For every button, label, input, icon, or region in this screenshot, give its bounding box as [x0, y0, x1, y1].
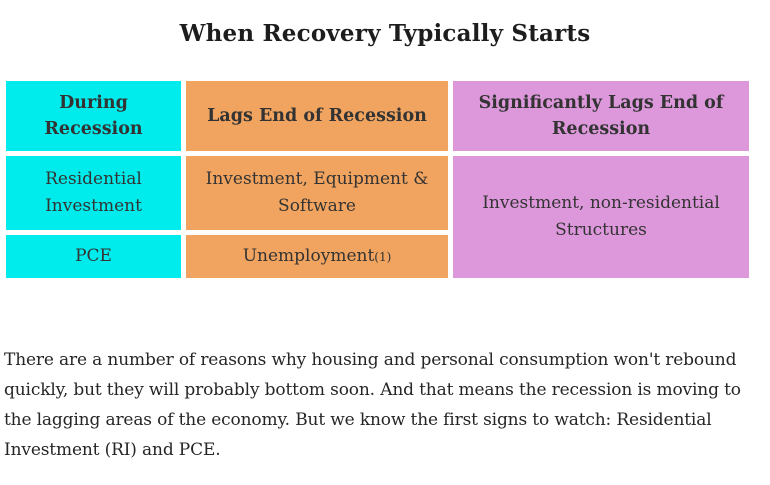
- unemployment-label: Unemployment: [242, 245, 375, 266]
- recovery-timing-table: During Recession Lags End of Recession S…: [1, 76, 754, 283]
- page-title: When Recovery Typically Starts: [179, 20, 591, 47]
- cell-investment-equipment-software: Investment, Equipment & Software: [186, 156, 448, 230]
- cell-pce: PCE: [6, 235, 181, 278]
- table-header-row: During Recession Lags End of Recession S…: [6, 81, 749, 151]
- footnote-marker-1: (1): [374, 249, 392, 264]
- cell-residential-investment: Residential Investment: [6, 156, 181, 230]
- cell-investment-nonresidential-structures: Investment, non-residential Structures: [453, 156, 749, 278]
- cell-unemployment: Unemployment(1): [186, 235, 448, 278]
- header-cell-lags-end-of-recession: Lags End of Recession: [186, 81, 448, 151]
- table-row: Residential Investment Investment, Equip…: [6, 156, 749, 278]
- table-row: PCE Unemployment(1): [6, 235, 749, 278]
- header-cell-during-recession: During Recession: [6, 81, 181, 151]
- header-cell-significantly-lags: Significantly Lags End of Recession: [453, 81, 749, 151]
- commentary-paragraph: There are a number of reasons why housin…: [4, 350, 741, 460]
